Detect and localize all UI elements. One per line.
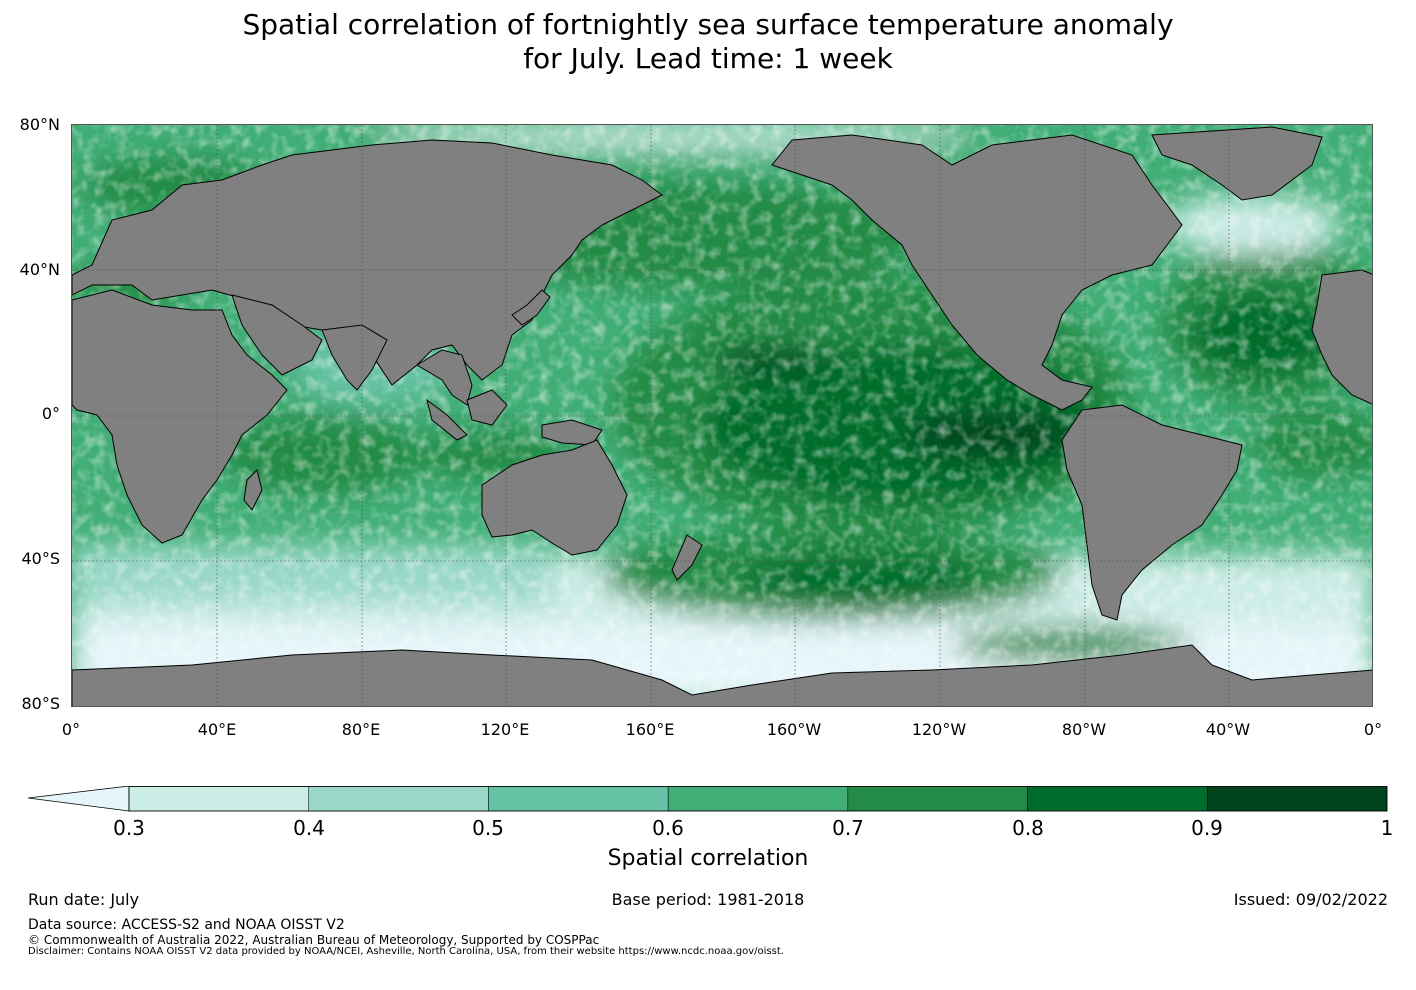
lon-label-40w: 40°W — [1205, 720, 1251, 739]
copyright-notice: © Commonwealth of Australia 2022, Austra… — [28, 933, 600, 947]
lat-label-80n: 80°N — [19, 115, 60, 134]
colorbar-segment — [1027, 786, 1208, 812]
colorbar-outline — [128, 786, 1388, 812]
run-date: Run date: July — [28, 890, 140, 909]
colorbar-segment — [667, 786, 849, 812]
colorbar-tick-0-9: 0.9 — [1191, 816, 1223, 840]
lon-label-120e: 120°E — [480, 720, 530, 739]
colorbar-segment — [128, 786, 309, 812]
land-australia — [481, 439, 628, 556]
land-north-america — [771, 134, 1183, 411]
issued-date: Issued: 09/02/2022 — [1233, 890, 1388, 909]
colorbar-tick-0-3: 0.3 — [113, 816, 145, 840]
lon-label-80w: 80°W — [1061, 720, 1107, 739]
colorbar-segment — [488, 786, 669, 812]
land-arabia — [231, 294, 323, 376]
chart-title: Spatial correlation of fortnightly sea s… — [0, 8, 1416, 76]
land-eurasia — [72, 139, 663, 386]
land-sumatra — [426, 398, 468, 441]
colorbar-tick-0-6: 0.6 — [652, 816, 684, 840]
colorbar-segment — [308, 786, 489, 812]
title-line-2: for July. Lead time: 1 week — [523, 42, 893, 75]
colorbar-label: Spatial correlation — [607, 846, 809, 871]
land-masses — [72, 126, 1372, 706]
lat-label-40n: 40°N — [19, 260, 60, 279]
lat-label-equator: 0° — [41, 404, 60, 423]
lon-label-120w: 120°W — [911, 720, 967, 739]
lon-label-0-left: 0° — [61, 720, 81, 739]
colorbar-tick-0-7: 0.7 — [832, 816, 864, 840]
colorbar-tick-0-4: 0.4 — [293, 816, 325, 840]
colorbar-tick-0-8: 0.8 — [1012, 816, 1044, 840]
colorbar-tick-0-5: 0.5 — [472, 816, 504, 840]
grid-lines — [72, 125, 1372, 706]
lat-label-40s: 40°S — [21, 549, 60, 568]
lon-label-160e: 160°E — [625, 720, 675, 739]
colorbar-extend-arrow — [27, 785, 130, 812]
land-india — [321, 324, 388, 391]
data-source: Data source: ACCESS-S2 and NOAA OISST V2 — [28, 917, 345, 933]
colorbar-segment — [847, 786, 1028, 812]
lon-label-0-right: 0° — [1363, 720, 1383, 739]
land-japan — [511, 289, 551, 326]
lon-label-40e: 40°E — [197, 720, 237, 739]
colorbar-segment — [1207, 786, 1388, 812]
land-europe-east — [1311, 269, 1372, 405]
map-svg — [72, 125, 1372, 706]
lat-label-80s: 80°S — [21, 694, 60, 713]
colorbar-tick-1: 1 — [1380, 816, 1394, 840]
colorbar — [27, 785, 1390, 818]
land-new-zealand — [671, 534, 703, 581]
title-line-1: Spatial correlation of fortnightly sea s… — [242, 8, 1174, 41]
land-antarctica — [72, 644, 1372, 706]
land-madagascar — [243, 469, 263, 511]
colorbar-segments — [128, 786, 1388, 812]
disclaimer: Disclaimer: Contains NOAA OISST V2 data … — [28, 946, 784, 957]
lon-label-80e: 80°E — [341, 720, 381, 739]
land-greenland — [1151, 126, 1323, 201]
base-period: Base period: 1981-2018 — [611, 890, 805, 909]
correlation-map — [71, 124, 1373, 707]
lon-label-160w: 160°W — [766, 720, 822, 739]
land-south-america — [1061, 404, 1243, 621]
land-se-asia — [416, 349, 473, 406]
colorbar-svg — [27, 785, 1388, 812]
